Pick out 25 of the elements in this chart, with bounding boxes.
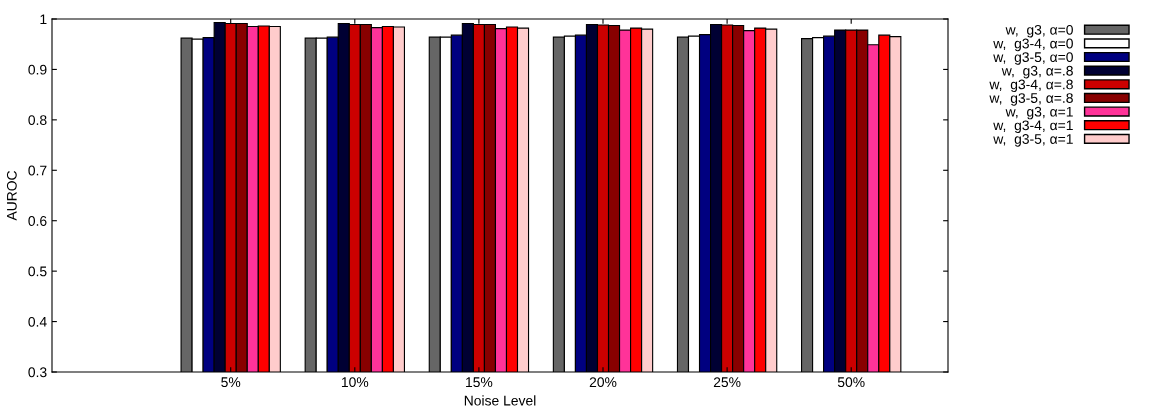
x-tick-label: 15% bbox=[466, 377, 493, 388]
legend-label: w, g3, α=1 bbox=[1005, 106, 1073, 120]
legend-label: w, g3-4, α=0 bbox=[993, 38, 1073, 52]
y-axis-title: AUROC bbox=[6, 170, 17, 221]
legend-label: w, g3, α=.8 bbox=[1001, 65, 1073, 79]
legend-label: w, g3-5, α=0 bbox=[993, 52, 1073, 65]
legend-label: w, g3-4, α=.8 bbox=[989, 79, 1073, 93]
x-tick-label: 5% bbox=[221, 377, 241, 388]
y-tick-label: 0.8 bbox=[28, 115, 47, 126]
y-tick-label: 0.3 bbox=[28, 367, 47, 378]
legend-label: w, g3-4, α=1 bbox=[993, 120, 1073, 133]
legend-label: w, g3-5, α=.8 bbox=[989, 93, 1073, 106]
x-tick-label: 25% bbox=[713, 377, 741, 388]
legend-label: w, g3, α=0 bbox=[1005, 24, 1073, 38]
x-tick-label: 50% bbox=[837, 377, 865, 388]
y-tick-label: 0.4 bbox=[28, 316, 47, 327]
x-tick-label: 20% bbox=[589, 377, 617, 388]
y-tick-label: 0.9 bbox=[28, 64, 47, 75]
legend-label: w, g3-5, α=1 bbox=[993, 134, 1073, 147]
x-axis-title: Noise Level bbox=[464, 395, 536, 406]
y-tick-label: 0.5 bbox=[28, 266, 47, 277]
y-tick-label: 1 bbox=[40, 14, 47, 25]
x-tick-label: 10% bbox=[341, 377, 369, 388]
y-tick-label: 0.7 bbox=[28, 165, 47, 176]
y-tick-label: 0.6 bbox=[28, 216, 47, 226]
